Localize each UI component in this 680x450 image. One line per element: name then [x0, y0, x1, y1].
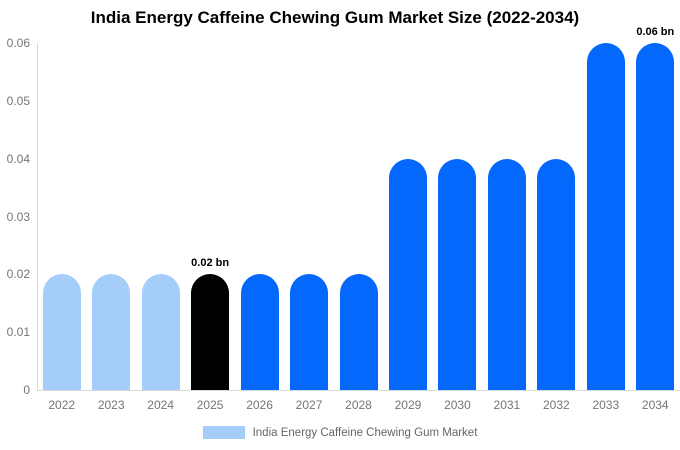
- x-axis-label-2028: 2028: [345, 398, 372, 412]
- x-axis-label-2034: 2034: [641, 398, 669, 412]
- bar-2025[interactable]: [191, 274, 230, 390]
- x-axis-label-2022: 2022: [48, 398, 76, 412]
- y-axis-line: [37, 43, 38, 390]
- y-tick-label: 0: [23, 383, 30, 397]
- bar-2032[interactable]: [537, 158, 576, 390]
- annotation-2025: 0.02 bn: [191, 257, 230, 270]
- x-axis-label-2030: 2030: [444, 398, 471, 412]
- x-axis-label-2029: 2029: [394, 398, 422, 412]
- bar-2030[interactable]: [438, 158, 477, 390]
- annotation-2034: 0.06 bn: [636, 26, 675, 38]
- y-tick-label: 0.03: [6, 209, 30, 224]
- bar-2027[interactable]: [290, 274, 329, 390]
- chart-title: India Energy Caffeine Chewing Gum Market…: [90, 8, 580, 27]
- x-axis-label-2032: 2032: [542, 398, 570, 412]
- bar-2026[interactable]: [240, 274, 279, 390]
- x-axis-label-2031: 2031: [493, 398, 521, 412]
- legend[interactable]: India Energy Caffeine Chewing Gum Market: [0, 426, 680, 439]
- bar-2034[interactable]: [636, 43, 675, 390]
- y-tick-label: 0.01: [6, 325, 30, 340]
- bar-2033[interactable]: [586, 43, 625, 390]
- x-axis-line: [37, 390, 680, 391]
- x-axis-label-2025: 2025: [196, 398, 224, 412]
- bar-2023[interactable]: [92, 274, 131, 390]
- x-axis-label-2027: 2027: [295, 398, 323, 412]
- bar-2029[interactable]: [388, 158, 427, 390]
- x-axis-label-2023: 2023: [97, 398, 125, 412]
- bar-2031[interactable]: [487, 158, 526, 390]
- y-tick-label: 0.02: [6, 267, 30, 282]
- y-tick-label: 0.04: [6, 151, 30, 166]
- bar-2028[interactable]: [339, 274, 378, 390]
- bar-2022[interactable]: [42, 274, 81, 390]
- y-tick-label: 0.06: [6, 36, 30, 50]
- x-axis-label-2024: 2024: [147, 398, 174, 412]
- y-tick-label: 0.05: [6, 93, 30, 108]
- legend-label: India Energy Caffeine Chewing Gum Market: [252, 426, 478, 439]
- x-axis-label-2026: 2026: [246, 398, 273, 412]
- bar-2024[interactable]: [141, 274, 180, 390]
- legend-swatch: [202, 426, 245, 439]
- x-axis-label-2033: 2033: [592, 398, 620, 412]
